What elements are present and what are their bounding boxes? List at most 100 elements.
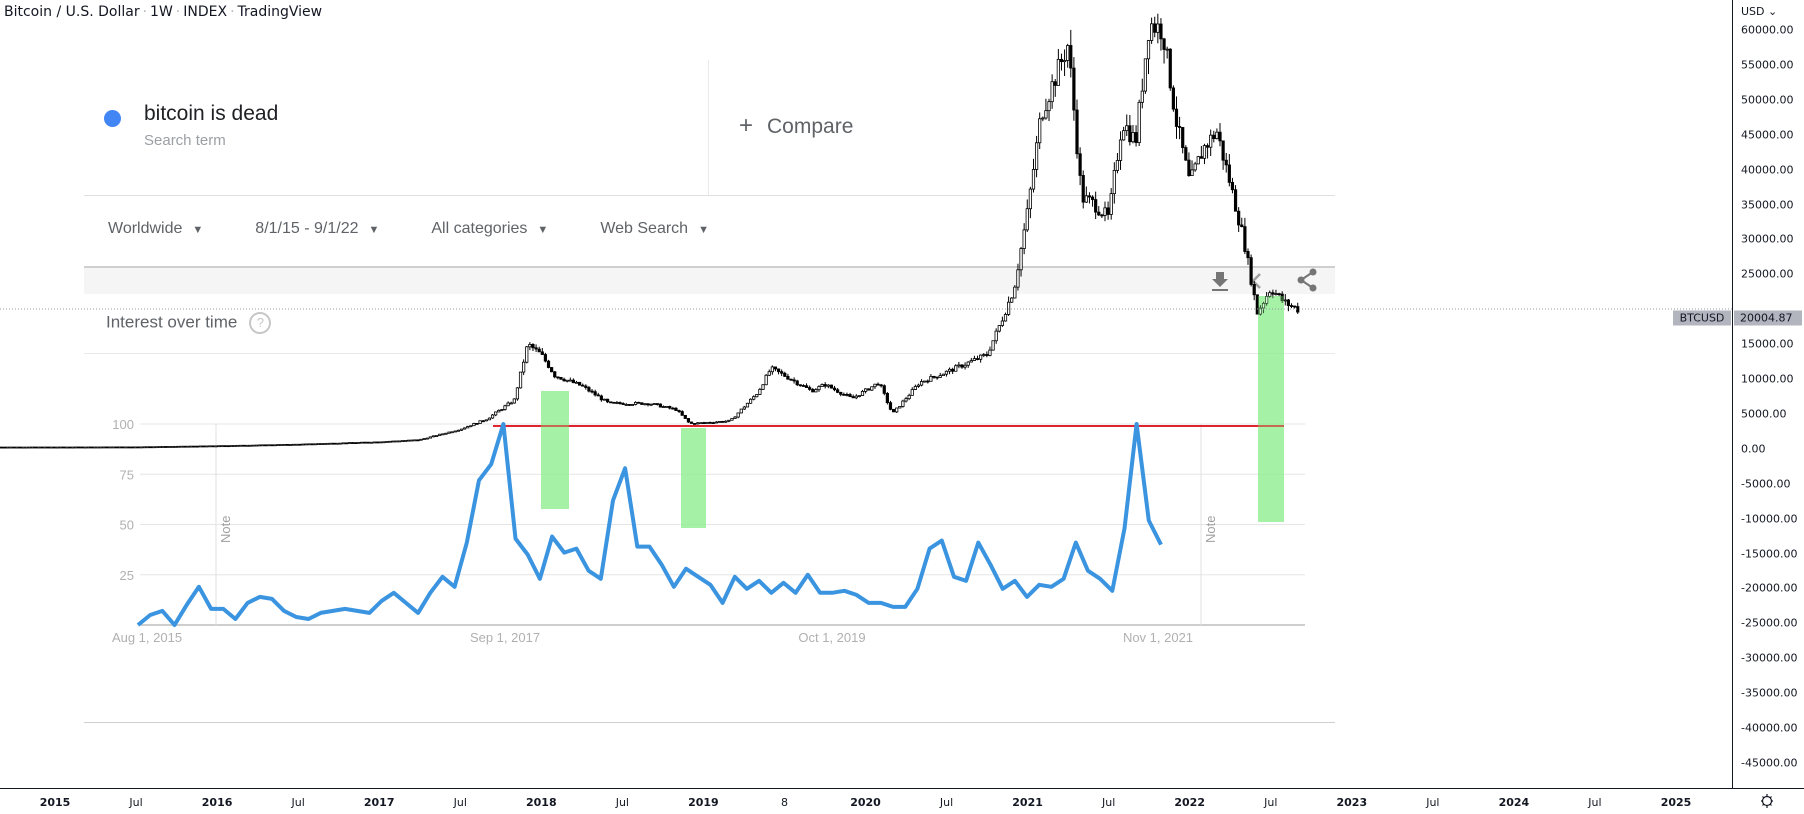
price-tick-label: 35000.00 — [1741, 198, 1794, 211]
last-price-badge: 20004.87 — [1734, 310, 1802, 326]
search-term-name: bitcoin is dead — [144, 102, 279, 125]
svg-text:Sep 1, 2017: Sep 1, 2017 — [470, 630, 540, 645]
time-tick-label: 2018 — [525, 796, 557, 809]
symbol-name: Bitcoin / U.S. Dollar — [4, 4, 140, 20]
note-markers: Note Note — [215, 424, 1218, 625]
interval: 1W — [150, 4, 173, 20]
time-tick-label: 2015 — [39, 796, 71, 809]
time-tick-label: 2016 — [201, 796, 233, 809]
search-term-subtitle: Search term — [144, 132, 226, 149]
section-band — [84, 266, 1335, 294]
filter-category[interactable]: All categories ▼ — [431, 220, 548, 238]
svg-text:Note: Note — [1203, 516, 1218, 543]
caret-down-icon: ▼ — [698, 224, 709, 236]
time-tick-label: 2025 — [1660, 796, 1692, 809]
time-tick-label: 2023 — [1336, 796, 1368, 809]
price-tick-label: -30000.00 — [1741, 651, 1798, 665]
download-icon[interactable] — [1210, 270, 1230, 297]
highlight-boxes — [541, 296, 1284, 528]
caret-down-icon: ▼ — [537, 224, 549, 236]
filter-label: Worldwide — [108, 220, 183, 237]
filter-date-range[interactable]: 8/1/15 - 9/1/22 ▼ — [255, 220, 379, 238]
time-tick-label: Jul — [453, 796, 467, 809]
time-tick-label: 2019 — [688, 796, 719, 809]
filter-label: 8/1/15 - 9/1/22 — [255, 220, 359, 237]
plus-icon: + — [739, 112, 754, 139]
time-tick-label: 2022 — [1174, 796, 1205, 809]
svg-text:Note: Note — [218, 516, 233, 543]
price-tick-label: -40000.00 — [1741, 721, 1798, 735]
trends-axis-labels: 100 75 50 25 Aug 1, 2015 Sep 1, 2017 Oct 1, 20… — [112, 417, 1193, 645]
time-tick-label: 8 — [780, 796, 788, 809]
price-tick-label: -10000.00 — [1741, 512, 1798, 526]
compare-button[interactable]: + Compare — [739, 112, 853, 140]
chart-title: Bitcoin / U.S. Dollar · 1W · INDEX · TradingVi… — [4, 4, 323, 20]
filter-region[interactable]: Worldwide ▼ — [108, 220, 203, 238]
price-tick-label: -5000.00 — [1741, 477, 1791, 491]
divider — [84, 353, 1335, 354]
price-tick-label: 15000.00 — [1741, 337, 1794, 351]
google-trends-panel: bitcoin is dead Search term + Compare Wor… — [84, 60, 1335, 723]
source: TradingView — [237, 4, 323, 20]
price-axis[interactable]: USD ⌄ 60000.00 55000.00 50000.00 45000.00 40… — [1732, 0, 1804, 788]
price-tick-label: 30000.00 — [1741, 232, 1794, 246]
time-tick-label: Jul — [129, 796, 143, 809]
filter-bar: Worldwide ▼ 8/1/15 - 9/1/22 ▼ All categori… — [108, 220, 761, 238]
currency-selector[interactable]: USD ⌄ — [1741, 5, 1777, 18]
price-tick-label: 40000.00 — [1741, 163, 1794, 177]
svg-text:100: 100 — [112, 417, 134, 432]
settings-gear-icon[interactable] — [1760, 793, 1774, 813]
price-tick-label: -45000.00 — [1741, 756, 1798, 770]
symbol-tag: BTCUSD — [1673, 310, 1731, 326]
share-icon[interactable] — [1296, 268, 1318, 297]
time-tick-label: Jul — [1588, 796, 1602, 809]
section-title: Interest over time? — [106, 312, 272, 334]
highlight-overlay — [541, 296, 1284, 528]
trend-series-line — [136, 422, 1163, 627]
price-tick-label: 10000.00 — [1741, 372, 1794, 386]
chart-canvas[interactable]: Note Note 100 75 50 25 Aug 1, 2015 Sep 1, 2017… — [0, 0, 1732, 788]
time-tick-label: Jul — [939, 796, 954, 809]
svg-text:25: 25 — [120, 568, 134, 583]
time-tick-label: 2024 — [1498, 796, 1530, 809]
price-tick-label: 60000.00 — [1741, 23, 1794, 37]
filter-search-type[interactable]: Web Search ▼ — [600, 220, 709, 238]
price-tick-label: 50000.00 — [1741, 93, 1794, 107]
svg-text:75: 75 — [120, 467, 134, 482]
exchange: INDEX — [183, 4, 228, 20]
svg-text:Nov 1, 2021: Nov 1, 2021 — [1123, 630, 1193, 645]
filter-label: Web Search — [600, 220, 689, 237]
price-tick-label: -15000.00 — [1741, 547, 1798, 560]
price-tick-label: 45000.00 — [1741, 128, 1794, 142]
time-axis[interactable]: 2015 Jul 2016 Jul 2017 Jul 2018 Jul 2019 8 2020 Jul… — [0, 788, 1804, 814]
divider — [708, 60, 709, 195]
time-tick-label: 2017 — [363, 796, 395, 809]
price-tick-label: 55000.00 — [1741, 58, 1794, 72]
filter-label: All categories — [431, 220, 528, 237]
price-tick-label: -20000.00 — [1741, 581, 1798, 595]
time-tick-label: Jul — [615, 796, 629, 809]
compare-label: Compare — [767, 115, 854, 138]
currency-label: USD — [1741, 5, 1765, 18]
price-tick-label: 25000.00 — [1741, 267, 1794, 281]
price-tick-label: -35000.00 — [1741, 686, 1798, 700]
price-tick-label: -25000.00 — [1741, 616, 1798, 630]
time-tick-label: Jul — [1102, 796, 1116, 809]
svg-text:Aug 1, 2015: Aug 1, 2015 — [112, 630, 182, 645]
chevron-down-icon: ⌄ — [1768, 5, 1778, 18]
divider — [84, 722, 1335, 723]
time-tick-label: Jul — [1264, 796, 1278, 809]
divider — [84, 195, 1335, 196]
embed-icon[interactable] — [1250, 270, 1264, 297]
time-tick-label: Jul — [1426, 796, 1440, 809]
trends-gridlines — [140, 423, 1305, 626]
price-tick-label: 0.00 — [1741, 442, 1766, 456]
svg-text:50: 50 — [120, 518, 134, 533]
caret-down-icon: ▼ — [368, 224, 380, 236]
caret-down-icon: ▼ — [192, 224, 204, 236]
svg-text:Oct 1, 2019: Oct 1, 2019 — [798, 630, 865, 645]
help-icon[interactable]: ? — [249, 312, 272, 334]
time-tick-label: 2021 — [1012, 796, 1043, 809]
time-tick-label: Jul — [291, 796, 305, 809]
series-color-dot — [104, 110, 121, 127]
